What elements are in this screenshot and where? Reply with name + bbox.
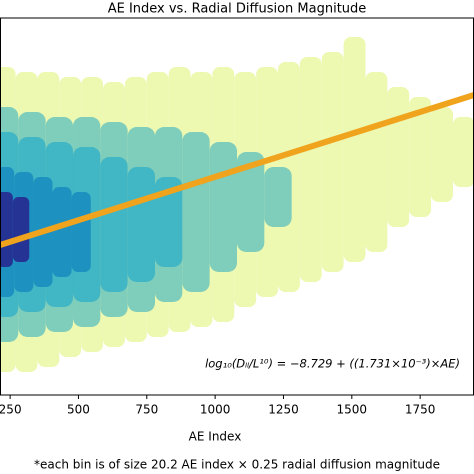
x-tick-label: 1000 [200,403,231,417]
bin [264,167,292,227]
bin [452,117,474,187]
bin [209,142,237,272]
x-tick-label: 250 [0,403,22,417]
chart-title: AE Index vs. Radial Diffusion Magnitude [108,2,367,17]
bins [0,37,474,372]
bin [100,157,128,292]
bin [299,57,322,282]
bin [71,192,91,272]
bin [127,167,155,282]
bin [387,87,410,227]
bin [431,107,453,202]
x-tick-label: 750 [135,403,158,417]
annotation: log₁₀(Dₗₗ/L¹⁰) = −8.729 + ((1.731×10⁻³)×… [205,357,460,371]
bin [0,192,13,267]
bin [409,97,432,217]
footnote: *each bin is of size 20.2 AE index × 0.2… [34,458,440,472]
x-tick-label: 1250 [268,403,299,417]
fit-line [0,92,474,248]
bin [52,187,72,277]
x-tick-label: 500 [67,403,90,417]
bin [182,132,210,292]
bin [12,197,30,262]
bin [365,72,388,252]
x-tick-label: 1750 [405,403,436,417]
x-tick-label: 1500 [337,403,368,417]
bin [343,37,366,262]
bin [237,152,265,252]
x-axis-label: AE Index [189,430,242,444]
bin [321,52,344,272]
bin [154,177,183,267]
